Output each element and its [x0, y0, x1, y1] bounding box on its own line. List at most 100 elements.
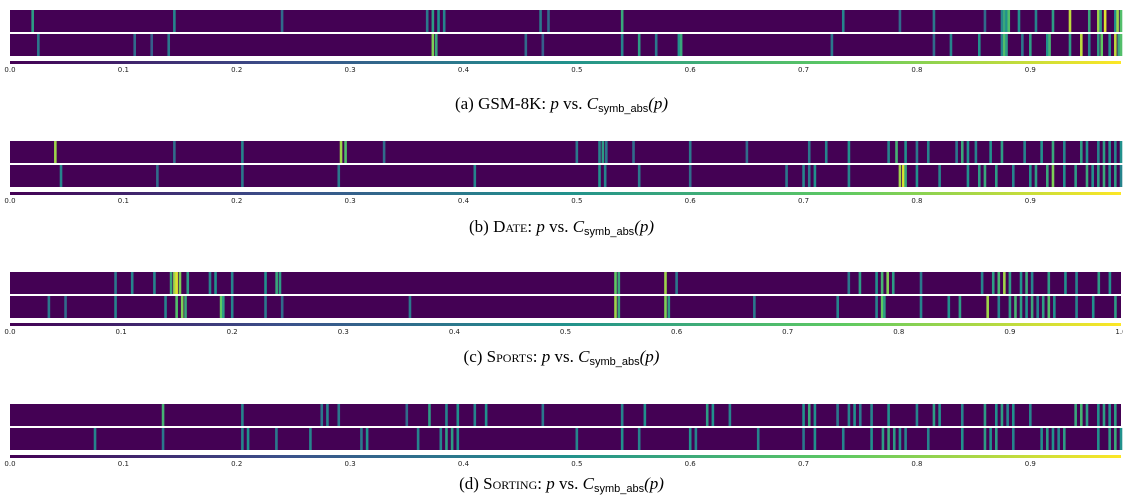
strip-cell-r1-5: [175, 272, 178, 294]
panel-b: 0.0 0.1 0.2 0.3 0.4 0.5 0.6 0.7 0.8 0.9 (b) Date:…: [0, 137, 1123, 250]
strip-row-2: [10, 165, 1121, 187]
strip-cell-r2-28: [926, 428, 930, 450]
strip-cell-r1-13: [278, 272, 282, 294]
strip-cell-r2-14: [620, 428, 624, 450]
strip-cell-r1-11: [264, 272, 267, 294]
strip-cell-r2-9: [230, 296, 234, 318]
tick-label-9: 0.9: [1025, 460, 1036, 468]
strip-cell-r1-12: [620, 404, 624, 426]
strip-cell-r1-20: [836, 404, 839, 426]
strip-cell-r2-19: [966, 165, 970, 187]
strip-cell-r1-15: [847, 141, 851, 163]
strip-cell-r1-12: [932, 10, 936, 32]
strip-cell-r1-37: [1080, 404, 1083, 426]
caption-d: (d) Sorting: p vs. Csymb_abs(p): [459, 474, 664, 495]
strip-cell-r1-39: [1097, 404, 1100, 426]
strip-cell-r2-4: [473, 165, 477, 187]
strip-cell-r1-24: [919, 272, 923, 294]
tick-label-3: 0.3: [338, 328, 349, 336]
strip-cell-r1-7: [445, 404, 448, 426]
strip-cell-r1-18: [1017, 10, 1021, 32]
strip-cell-r1-2: [280, 10, 284, 32]
strip-cell-r2-23: [1012, 165, 1015, 187]
strip-cell-r1-34: [1064, 272, 1067, 294]
strip-cell-r2-21: [841, 428, 845, 450]
strip-cell-r1-6: [428, 404, 431, 426]
strip-cell-r2-19: [875, 296, 878, 318]
strip-cell-r1-32: [1030, 272, 1034, 294]
strip-cell-r1-32: [1000, 404, 1004, 426]
strip-cell-r2-3: [246, 428, 250, 450]
strip-cell-r1-35: [1108, 141, 1111, 163]
strip-cell-r2-27: [1097, 34, 1100, 56]
strip-cell-r1-26: [1114, 10, 1117, 32]
tick-label-5: 0.5: [571, 66, 582, 74]
strip-cell-r1-0: [114, 272, 117, 294]
strip-cell-r2-10: [802, 165, 805, 187]
strip-cell-r1-20: [926, 141, 930, 163]
strip-cell-r2-28: [1014, 296, 1017, 318]
strip-cell-r2-24: [1029, 165, 1032, 187]
strip-cell-r1-17: [1007, 10, 1011, 32]
strip-cell-r1-6: [442, 10, 446, 32]
strip-cell-r1-33: [1047, 272, 1051, 294]
tick-label-4: 0.4: [458, 197, 470, 205]
strip-cell-r1-0: [161, 404, 165, 426]
strip-cell-r1-0: [31, 10, 34, 32]
strip-cell-r1-16: [887, 141, 890, 163]
strip-cell-r2-36: [1119, 165, 1123, 187]
strip-cell-r1-27: [1023, 141, 1026, 163]
strip-cell-r1-7: [598, 141, 601, 163]
strip-cell-r2-34: [1047, 296, 1051, 318]
strip-cell-r1-36: [1114, 141, 1117, 163]
strip-cell-r1-5: [437, 10, 440, 32]
strip-cell-r1-7: [186, 272, 190, 294]
strip-cell-r2-39: [1097, 428, 1100, 450]
strip-cell-r1-27: [997, 272, 1001, 294]
tick-label-2: 0.2: [227, 328, 238, 336]
strip-cell-r2-4: [431, 34, 435, 56]
strip-cell-r1-14: [824, 141, 828, 163]
tick-label-0: 0.0: [4, 328, 15, 336]
strip-cell-r1-25: [989, 141, 992, 163]
strip-cell-r2-31: [989, 428, 992, 450]
strip-cell-r1-9: [473, 404, 477, 426]
strip-cell-r2-1: [64, 296, 67, 318]
strip-cell-r2-9: [785, 165, 788, 187]
strip-cell-r1-10: [230, 272, 234, 294]
strip-cell-r1-38: [1085, 404, 1089, 426]
strip-cell-r1-2: [320, 404, 324, 426]
strip-cell-r2-25: [892, 428, 896, 450]
strip-cell-r2-6: [524, 34, 528, 56]
strip-cell-r1-7: [539, 10, 542, 32]
strip-cell-r2-36: [1051, 428, 1055, 450]
strip-cell-r2-12: [813, 165, 817, 187]
strip-cell-r2-22: [995, 165, 998, 187]
strip-cell-r1-27: [932, 404, 936, 426]
strip-cell-r2-30: [1085, 165, 1089, 187]
strip-cell-r2-26: [1046, 165, 1049, 187]
tick-label-10: 1.0: [1115, 328, 1123, 336]
strip-cell-r2-2: [241, 165, 244, 187]
tick-label-6: 0.6: [685, 66, 697, 74]
strip-cell-r1-23: [858, 404, 862, 426]
colorbar: [10, 455, 1121, 458]
strip-cell-r2-7: [637, 165, 641, 187]
strip-cell-r1-35: [1075, 272, 1078, 294]
strip-cell-r2-31: [1091, 165, 1094, 187]
strip-cell-r1-6: [575, 141, 579, 163]
strip-cell-r1-37: [1108, 272, 1112, 294]
tick-label-7: 0.7: [782, 328, 793, 336]
strip-cell-r1-8: [547, 10, 550, 32]
strip-cell-r1-25: [980, 272, 984, 294]
strip-cell-r2-5: [309, 428, 312, 450]
strip-cell-r2-29: [1019, 296, 1023, 318]
strip-cell-r2-16: [977, 34, 981, 56]
strip-cell-r2-18: [756, 428, 760, 450]
strip-cell-r1-28: [938, 404, 941, 426]
strip-cell-r1-25: [1103, 10, 1107, 32]
strip-cell-r1-8: [601, 141, 605, 163]
tick-label-6: 0.6: [685, 460, 697, 468]
strip-cell-r1-3: [169, 272, 173, 294]
strip-cell-r1-5: [382, 141, 386, 163]
